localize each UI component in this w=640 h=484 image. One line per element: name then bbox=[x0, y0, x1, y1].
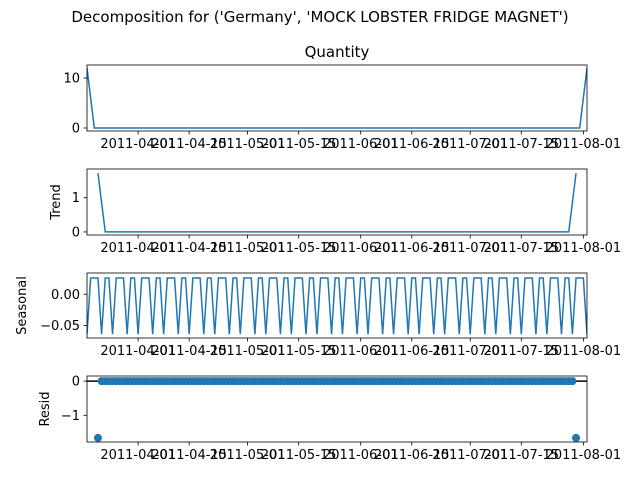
x-tick-label: 2011-06-15 bbox=[374, 241, 450, 256]
resid-point bbox=[572, 433, 581, 442]
panel-3-data bbox=[87, 277, 587, 335]
x-tick-label: 2011-04-01 bbox=[100, 448, 176, 463]
y-axis-label: Resid bbox=[38, 391, 53, 426]
x-tick-label: 2011-05-15 bbox=[261, 137, 337, 152]
y-tick-label: −1 bbox=[61, 409, 80, 424]
panel-1-data bbox=[87, 67, 587, 129]
x-tick-label: 2011-07-15 bbox=[484, 344, 560, 359]
x-tick-label: 2011-05-15 bbox=[261, 241, 337, 256]
x-tick-label: 2011-04-15 bbox=[151, 137, 227, 152]
axes-frame bbox=[86, 64, 588, 132]
series-line-1 bbox=[87, 67, 587, 129]
x-tick-label: 2011-08-01 bbox=[546, 448, 622, 463]
resid-point bbox=[568, 377, 577, 386]
x-tick-label: 2011-07-01 bbox=[432, 344, 508, 359]
x-tick-label: 2011-05-15 bbox=[261, 448, 337, 463]
y-tick-label: 1 bbox=[72, 191, 80, 206]
axes-frame bbox=[86, 272, 588, 339]
x-tick-label: 2011-06-15 bbox=[374, 344, 450, 359]
x-tick-label: 2011-07-15 bbox=[484, 448, 560, 463]
x-tick-label: 2011-05-01 bbox=[210, 344, 286, 359]
panel-3: 0.00−0.052011-04-012011-04-152011-05-012… bbox=[15, 272, 622, 359]
x-tick-label: 2011-06-15 bbox=[374, 448, 450, 463]
x-tick-label: 2011-06-01 bbox=[323, 137, 399, 152]
panel-4: 0 −1 2011-04-012011-04-152011-05-012011-05… bbox=[38, 375, 621, 463]
x-tick-label: 2011-08-01 bbox=[546, 344, 622, 359]
x-tick-label: 2011-07-01 bbox=[432, 448, 508, 463]
panel-title: Quantity bbox=[305, 43, 370, 61]
y-tick-label: −0.05 bbox=[40, 319, 80, 334]
panel-4-data bbox=[87, 377, 587, 442]
axes-frame bbox=[86, 375, 588, 443]
y-tick-label: 10 bbox=[63, 72, 80, 87]
x-tick-label: 2011-06-01 bbox=[323, 448, 399, 463]
x-tick-label: 2011-05-01 bbox=[210, 448, 286, 463]
y-tick-label: 0 bbox=[72, 225, 80, 240]
x-tick-label: 2011-04-01 bbox=[100, 241, 176, 256]
x-tick-label: 2011-06-01 bbox=[323, 241, 399, 256]
panel-1: 0 10 2011-04-012011-04-152011-05-012011-05… bbox=[63, 43, 621, 152]
y-axis-label: Trend bbox=[49, 184, 64, 221]
x-tick-label: 2011-04-15 bbox=[151, 344, 227, 359]
seasonal-line bbox=[87, 277, 587, 335]
x-tick-label: 2011-07-01 bbox=[432, 241, 508, 256]
x-tick-label: 2011-06-01 bbox=[323, 344, 399, 359]
y-axis-label: Seasonal bbox=[15, 276, 30, 335]
x-tick-label: 2011-04-15 bbox=[151, 448, 227, 463]
x-tick-label: 2011-08-01 bbox=[546, 137, 622, 152]
x-tick-label: 2011-04-01 bbox=[100, 137, 176, 152]
panel-2: 0 1 2011-04-012011-04-152011-05-012011-05-… bbox=[49, 168, 622, 256]
x-tick-label: 2011-08-01 bbox=[546, 241, 622, 256]
x-tick-label: 2011-05-01 bbox=[210, 137, 286, 152]
x-tick-label: 2011-07-15 bbox=[484, 137, 560, 152]
resid-point bbox=[93, 433, 102, 442]
y-tick-label: 0 bbox=[72, 122, 80, 137]
x-tick-label: 2011-05-01 bbox=[210, 241, 286, 256]
y-tick-label: 0.00 bbox=[51, 288, 80, 303]
series-line-1 bbox=[97, 173, 577, 233]
x-tick-label: 2011-06-15 bbox=[374, 137, 450, 152]
panel-2-data bbox=[97, 173, 577, 233]
axes-frame bbox=[86, 168, 588, 236]
x-tick-label: 2011-04-15 bbox=[151, 241, 227, 256]
x-tick-label: 2011-07-15 bbox=[484, 241, 560, 256]
y-tick-label: 0 bbox=[72, 375, 80, 390]
x-tick-label: 2011-04-01 bbox=[100, 344, 176, 359]
x-tick-label: 2011-05-15 bbox=[261, 344, 337, 359]
figure-title: Decomposition for ('Germany', 'MOCK LOBS… bbox=[71, 8, 568, 26]
x-tick-label: 2011-07-01 bbox=[432, 137, 508, 152]
panels-group: 0102011-04-012011-04-152011-05-012011-05… bbox=[15, 43, 621, 463]
